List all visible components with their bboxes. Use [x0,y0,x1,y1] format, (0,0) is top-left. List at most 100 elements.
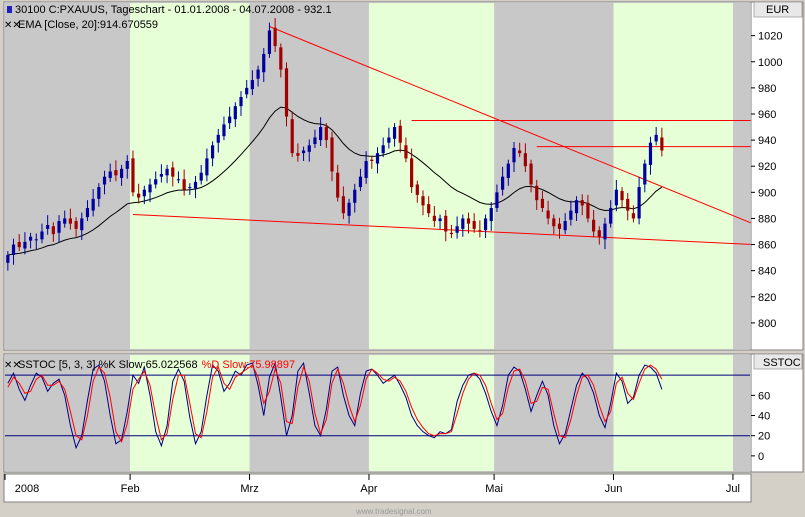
candle-body [472,221,476,229]
candle-body [580,200,584,206]
ema-icon[interactable]: ✕✕ [4,20,21,31]
time-axis [3,473,752,503]
candle-body [330,137,334,172]
stoch-tick-label: 20 [758,431,770,443]
candle-body [23,241,27,249]
candle-body [256,69,260,79]
candle-body [102,176,107,185]
candle-body [284,68,289,117]
candle-body [341,196,345,214]
candle-body [432,215,436,222]
candle-body [188,187,192,189]
candle-body [17,241,21,248]
candle-body [347,202,351,216]
stoch-lines [7,361,663,450]
price-month-bands [5,3,750,349]
candle-body [535,185,539,201]
candle-body [387,137,391,143]
trendline-lower[interactable] [132,214,753,246]
candle-body [370,159,374,161]
x-tick-label: 2008 [15,483,39,495]
price-axis-label-box [753,1,803,18]
candle-body [410,158,414,188]
candle-body [290,119,294,154]
candle-body [415,184,419,195]
time-axis-ticks: 2008 Feb Mrz Apr Mai Jun Jul [4,474,740,495]
x-tick-label: Jul [726,483,740,495]
stoch-band [613,355,733,471]
candle-body [614,189,618,206]
price-tick-label: 820 [758,292,776,304]
price-tick-label: 840 [758,266,776,278]
candle-body [381,145,385,154]
candle-body [489,207,493,222]
candle-body [51,226,55,235]
candle-body [222,124,226,137]
candle-body [438,218,442,222]
price-tick-label: 940 [758,135,776,147]
candle-body [205,158,209,176]
candle-body [267,30,272,54]
price-tick-label: 860 [758,240,776,252]
x-tick-label: Jun [605,483,623,495]
candle-body [478,230,482,232]
candle-body [228,116,232,124]
stoch-y-axis-ticks: 0 20 40 60 [751,390,770,463]
candle-body [245,87,249,95]
candle-body [364,160,368,178]
candle-body [28,236,33,241]
candle-body [353,189,357,203]
candle-body [586,202,590,219]
candle-body [398,125,402,143]
k-slow-line [7,361,663,450]
x-tick-label: Apr [360,483,377,495]
candle-body [358,176,363,188]
stoch-tick-label: 60 [758,390,770,402]
price-tick-label: 900 [758,187,776,199]
stoch-band [130,355,250,471]
candle-body [34,239,38,241]
candle-body [262,53,266,73]
candle-body [592,219,596,232]
candle-body [444,215,448,232]
candle-body [80,218,84,231]
candle-body [114,170,118,176]
candle-body [193,181,198,189]
price-tick-label: 920 [758,161,776,173]
candle-body [97,187,101,199]
d-slow-line [7,364,663,443]
candle-body [637,187,641,219]
ema-polyline [7,106,663,256]
price-band [732,3,750,349]
price-band [494,3,614,349]
candle-body [137,193,141,198]
price-tick-label: 800 [758,318,776,330]
x-tick-label: Mai [485,483,503,495]
candle-body [455,226,459,233]
candle-body [563,221,567,231]
candle-body [660,137,664,151]
stoch-legend: SSTOC [5, 3, 3] %K Slow:65.022568 %D Slow… [18,359,295,371]
candle-body [301,150,306,154]
candle-body [68,218,73,224]
candle-body [142,189,146,197]
stoch-k-label: %K Slow:65.022568 [99,359,198,371]
candle-body [506,163,510,178]
candle-body [626,198,630,211]
candle-body [131,158,135,193]
candle-body [233,106,237,120]
trendline-upper[interactable] [269,26,754,225]
candle-body [307,145,311,152]
stoch-icon[interactable]: ✕✕ [4,360,21,371]
stoch-band [368,355,495,471]
symbol-icon[interactable] [7,6,12,13]
price-band [368,3,495,349]
candle-body [11,244,16,255]
price-band [249,3,369,349]
candle-body [603,223,607,240]
price-band [613,3,733,349]
candle-body [165,168,169,176]
candle-body [108,171,112,178]
ema-line [7,106,663,256]
